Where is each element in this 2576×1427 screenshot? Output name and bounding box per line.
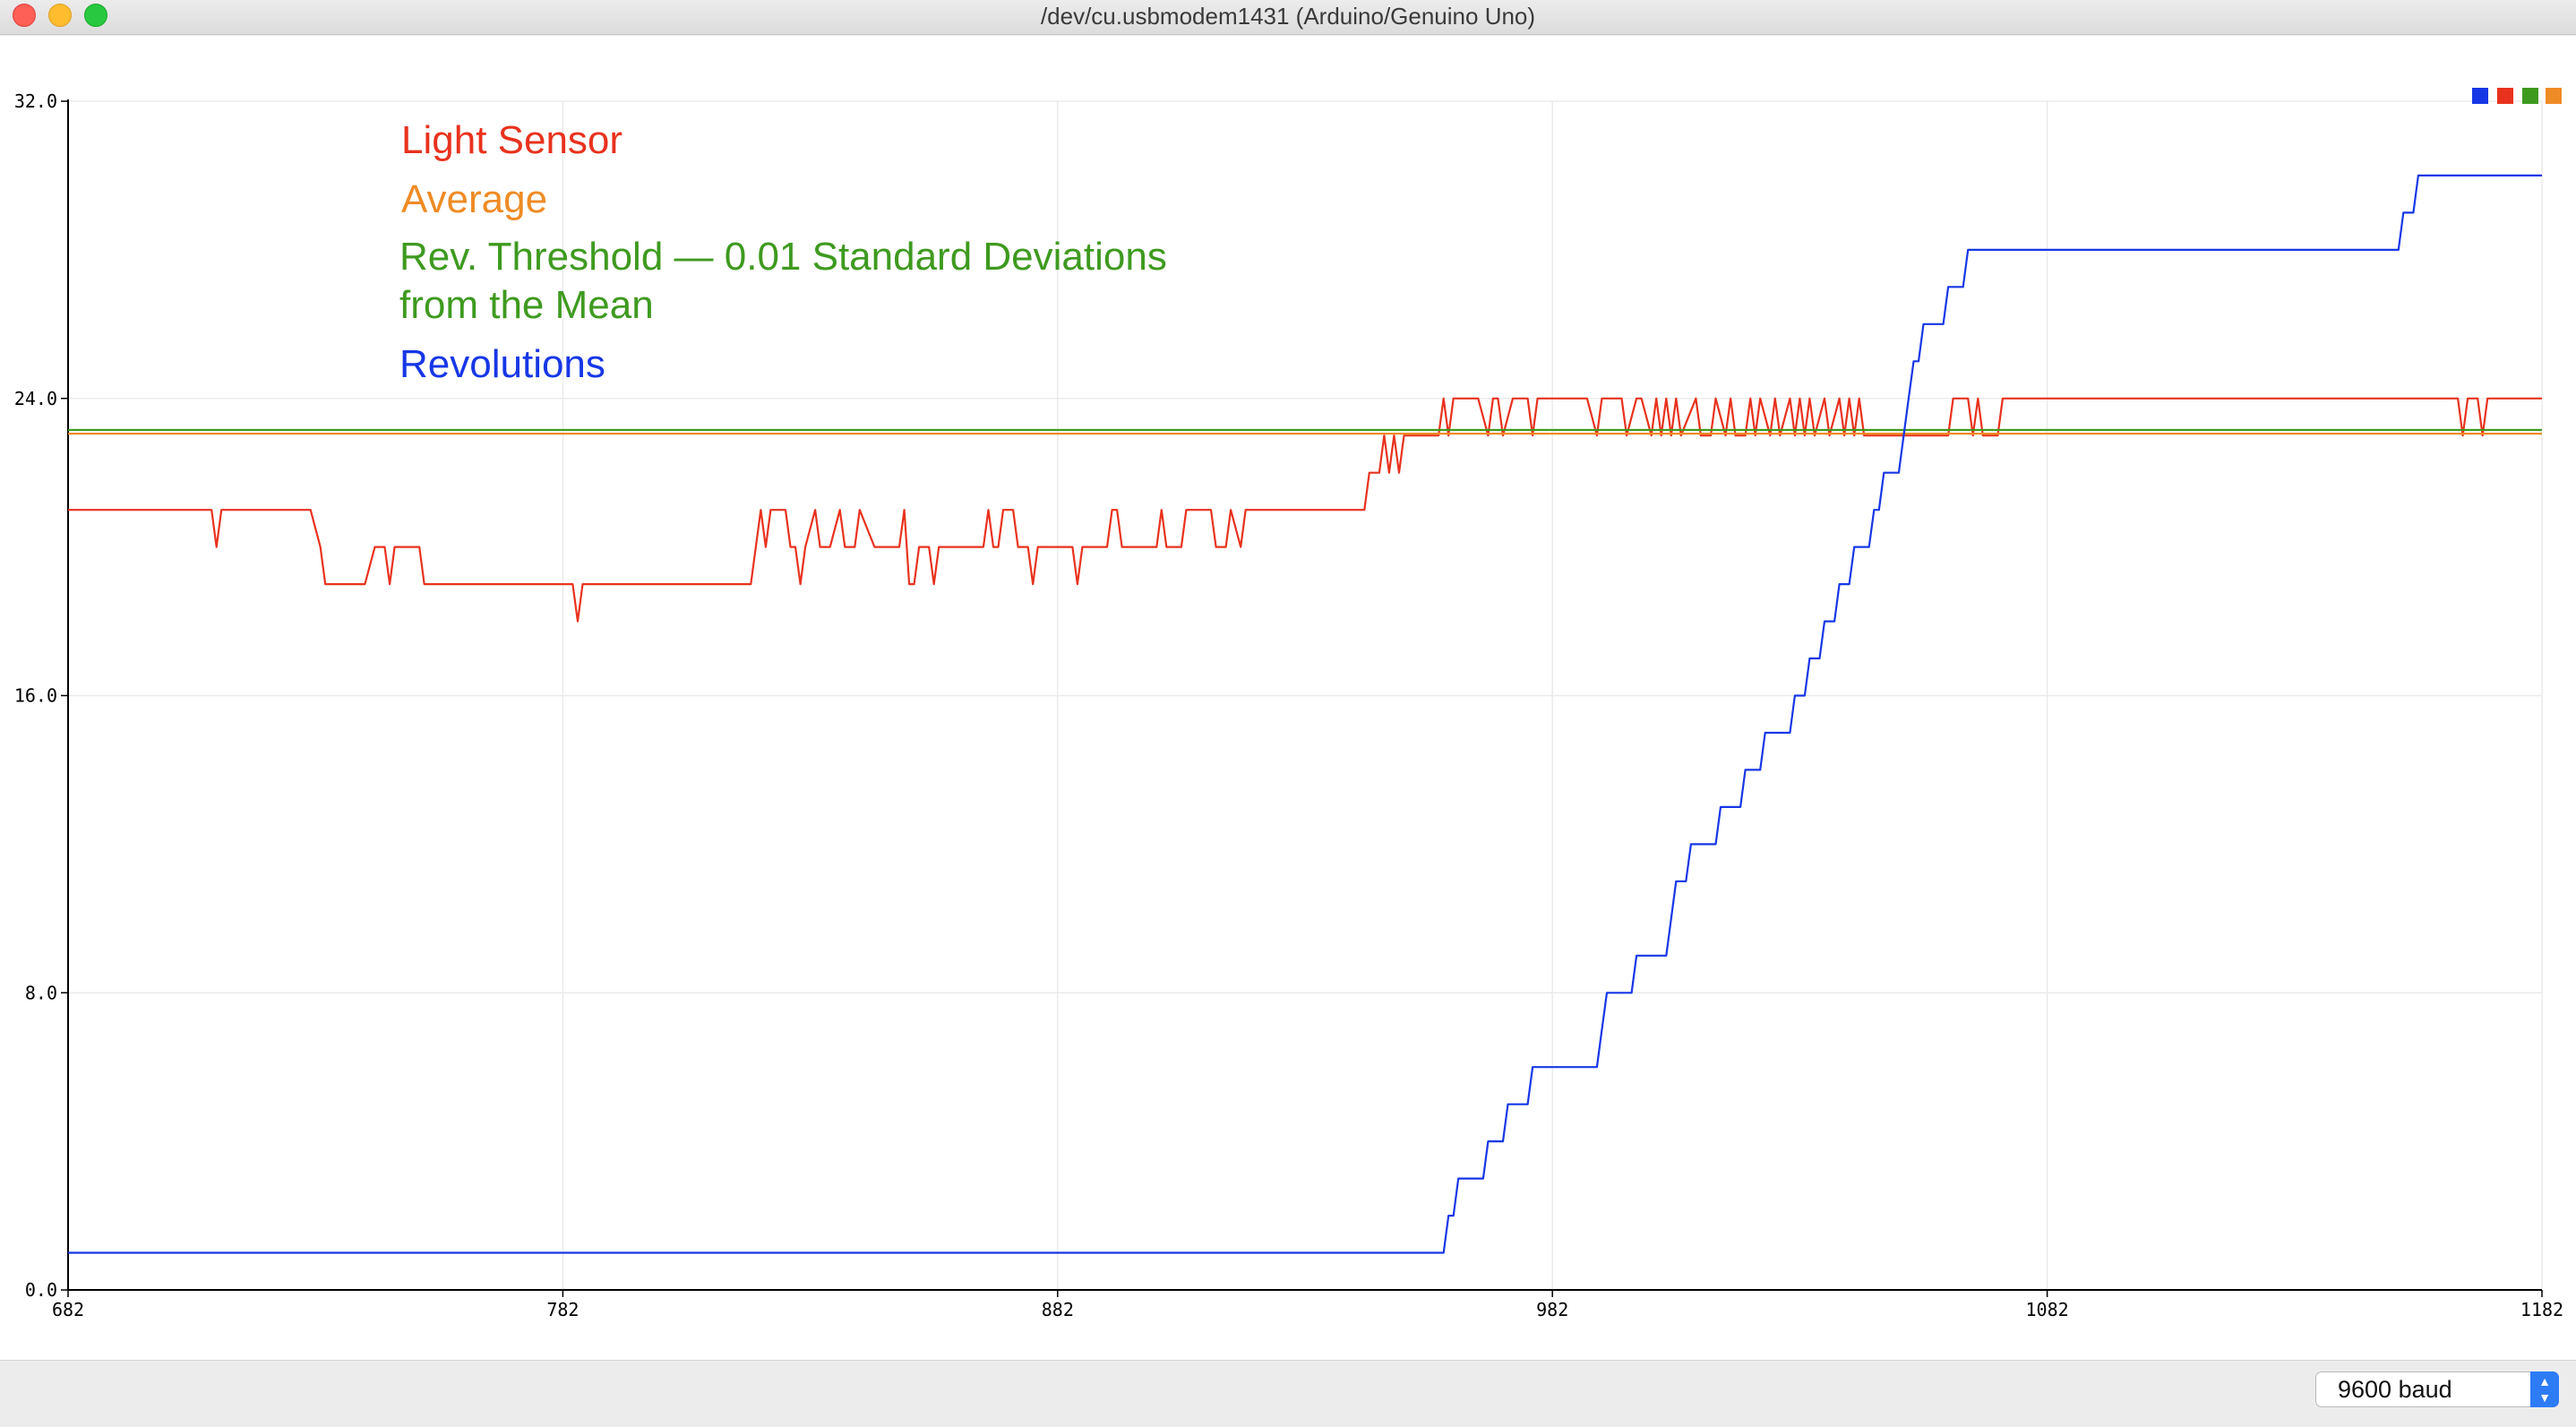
legend-swatch-green	[2522, 88, 2538, 104]
minimize-button[interactable]	[48, 4, 72, 27]
x-tick-label-3: 982	[1536, 1299, 1568, 1320]
close-button[interactable]	[13, 4, 36, 27]
zoom-button[interactable]	[84, 4, 107, 27]
legend-swatch-red	[2497, 88, 2513, 104]
legend-swatch-orange	[2546, 88, 2562, 104]
y-tick-label-4: 32.0	[14, 90, 57, 112]
select-stepper-icon[interactable]: ▲ ▼	[2530, 1371, 2559, 1407]
annotation-average: Average	[401, 177, 548, 221]
x-tick-label-5: 1182	[2520, 1299, 2563, 1320]
plot-svg: 682 782 882 982 1082 1182 0.0 8.0 16.0 24.0 32.0	[14, 90, 2563, 1320]
x-tick-label-0: 682	[52, 1299, 84, 1320]
annotation-revolutions: Revolutions	[399, 342, 605, 386]
annotation-threshold-line2: from the Mean	[399, 283, 654, 327]
baud-rate-select[interactable]: 9600 baud ▲ ▼	[2315, 1371, 2559, 1407]
series-light-sensor	[68, 397, 2542, 623]
series-group	[68, 174, 2542, 1254]
legend-swatch-blue	[2472, 88, 2488, 104]
y-tick-label-0: 0.0	[25, 1279, 57, 1301]
window-title: /dev/cu.usbmodem1431 (Arduino/Genuino Un…	[1040, 3, 1536, 30]
axes: 682 782 882 982 1082 1182 0.0 8.0 16.0 24.0 32.0	[14, 90, 2563, 1320]
annotation-threshold-line1: Rev. Threshold — 0.01 Standard Deviation…	[399, 235, 1167, 279]
bottom-toolbar: 9600 baud ▲ ▼	[0, 1360, 2576, 1427]
x-tick-label-2: 882	[1042, 1299, 1074, 1320]
x-tick-label-4: 1082	[2026, 1299, 2069, 1320]
y-tick-label-3: 24.0	[14, 388, 57, 409]
x-tick-label-1: 782	[546, 1299, 579, 1320]
window-titlebar: /dev/cu.usbmodem1431 (Arduino/Genuino Un…	[0, 0, 2576, 35]
y-tick-label-2: 16.0	[14, 685, 57, 707]
baud-rate-value: 9600 baud	[2338, 1376, 2452, 1403]
annotation-light-sensor: Light Sensor	[401, 118, 623, 162]
y-tick-label-1: 8.0	[25, 982, 57, 1003]
grid	[67, 100, 2543, 1291]
serial-plotter-canvas: 682 782 882 982 1082 1182 0.0 8.0 16.0 24.0 32.0 L…	[0, 36, 2576, 1360]
series-revolutions	[68, 174, 2542, 1254]
